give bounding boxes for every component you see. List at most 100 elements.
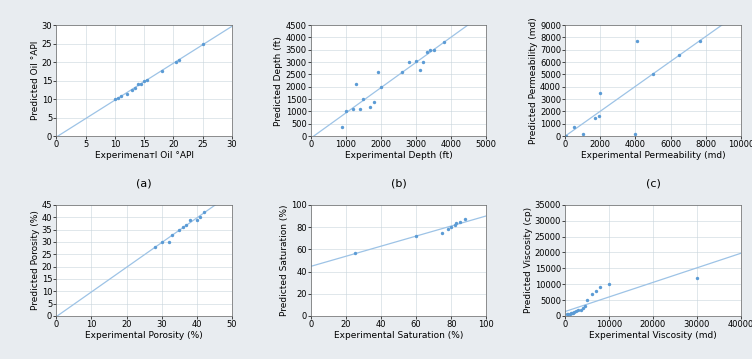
- Point: [357, 96, 369, 102]
- Point: [414, 67, 426, 73]
- Point: [368, 99, 380, 104]
- X-axis label: Experimental Permeability (md): Experimental Permeability (md): [581, 151, 725, 160]
- Point: [166, 232, 178, 237]
- Point: [141, 76, 153, 82]
- Text: (b): (b): [391, 178, 406, 188]
- Point: [420, 50, 432, 55]
- Point: [454, 219, 466, 224]
- Point: [109, 96, 121, 102]
- Point: [417, 59, 429, 65]
- Point: [565, 311, 577, 316]
- Point: [581, 297, 593, 303]
- Point: [120, 91, 132, 97]
- Point: [198, 209, 210, 215]
- Point: [568, 124, 580, 130]
- Point: [112, 95, 124, 101]
- Point: [594, 285, 606, 290]
- Point: [575, 307, 587, 312]
- Point: [173, 227, 185, 233]
- Point: [424, 47, 436, 53]
- Point: [194, 214, 206, 220]
- Point: [694, 38, 706, 44]
- Y-axis label: Predicted Depth (ft): Predicted Depth (ft): [274, 36, 284, 126]
- Point: [138, 78, 150, 84]
- Point: [350, 81, 362, 87]
- Point: [183, 217, 196, 223]
- Point: [445, 224, 457, 230]
- Point: [629, 131, 641, 136]
- Point: [371, 69, 384, 75]
- Point: [631, 38, 643, 44]
- Point: [410, 58, 422, 64]
- Point: [590, 288, 602, 293]
- Y-axis label: Predicted Permeability (md): Predicted Permeability (md): [529, 17, 538, 144]
- Point: [562, 311, 575, 317]
- Point: [196, 41, 208, 47]
- Point: [586, 291, 598, 297]
- Point: [340, 108, 352, 114]
- Point: [354, 106, 366, 112]
- Text: (c): (c): [645, 178, 660, 188]
- Point: [129, 85, 141, 91]
- Point: [438, 39, 450, 45]
- Point: [149, 244, 161, 250]
- Point: [579, 304, 591, 309]
- Point: [673, 52, 685, 57]
- X-axis label: Experimental Saturation (%): Experimental Saturation (%): [334, 331, 463, 340]
- Point: [156, 239, 168, 245]
- Point: [436, 230, 448, 236]
- Text: (e): (e): [391, 358, 406, 359]
- Point: [403, 59, 415, 65]
- Point: [115, 93, 127, 99]
- Point: [396, 69, 408, 75]
- Point: [564, 311, 576, 317]
- Point: [170, 59, 182, 65]
- Point: [428, 47, 440, 53]
- Point: [132, 81, 144, 87]
- Point: [441, 227, 453, 232]
- Point: [570, 308, 582, 314]
- Point: [450, 220, 462, 225]
- Point: [647, 71, 659, 77]
- Point: [459, 216, 472, 222]
- Point: [135, 81, 147, 87]
- X-axis label: Experimental Viscosity (md): Experimental Viscosity (md): [589, 331, 717, 340]
- X-axis label: Experimental Porosity (%): Experimental Porosity (%): [85, 331, 203, 340]
- Point: [572, 307, 584, 313]
- Point: [173, 57, 185, 63]
- Point: [568, 309, 580, 315]
- Point: [593, 113, 605, 119]
- X-axis label: Experimental Depth (ft): Experimental Depth (ft): [344, 151, 453, 160]
- Point: [191, 217, 203, 223]
- Text: (d): (d): [136, 358, 152, 359]
- Point: [691, 275, 703, 281]
- Y-axis label: Predicted Oil °API: Predicted Oil °API: [31, 41, 40, 120]
- Point: [375, 84, 387, 90]
- X-axis label: Experimenатl Oil °API: Experimenатl Oil °API: [95, 151, 193, 160]
- Y-axis label: Predicted Porosity (%): Predicted Porosity (%): [31, 210, 40, 311]
- Point: [566, 310, 578, 316]
- Point: [177, 224, 189, 230]
- Point: [594, 90, 606, 96]
- Point: [560, 132, 572, 138]
- Point: [410, 233, 422, 239]
- Point: [349, 250, 361, 256]
- Point: [589, 115, 601, 121]
- Point: [126, 87, 138, 93]
- Point: [449, 222, 461, 228]
- Text: (f): (f): [647, 358, 660, 359]
- Point: [162, 239, 174, 245]
- Point: [156, 69, 168, 74]
- Point: [567, 310, 579, 316]
- Point: [347, 106, 359, 112]
- Point: [336, 125, 348, 130]
- Y-axis label: Predicted Viscosity (cp): Predicted Viscosity (cp): [523, 208, 532, 313]
- Text: (a): (a): [136, 178, 152, 188]
- Point: [603, 281, 615, 287]
- Y-axis label: Predicted Saturation (%): Predicted Saturation (%): [280, 205, 289, 316]
- Point: [577, 131, 589, 136]
- Point: [577, 305, 589, 311]
- Point: [562, 312, 574, 317]
- Point: [365, 104, 377, 109]
- Point: [180, 222, 193, 228]
